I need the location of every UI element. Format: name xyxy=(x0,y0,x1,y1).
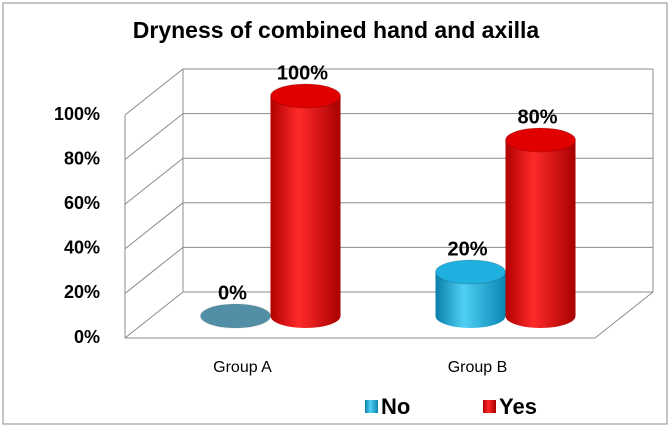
y-tick-label: 20% xyxy=(64,282,100,302)
grid-line xyxy=(124,202,653,250)
legend-swatch xyxy=(365,400,378,413)
grid-line xyxy=(124,113,653,160)
y-tick-label: 80% xyxy=(64,148,100,168)
grid-line xyxy=(124,68,653,116)
x-tick-label: Group A xyxy=(213,359,272,376)
x-tick-label: Group B xyxy=(448,359,508,376)
floor-edge xyxy=(594,291,654,339)
data-label: 0% xyxy=(218,282,247,304)
bar-top xyxy=(270,83,341,109)
data-label: 100% xyxy=(277,62,328,84)
legend-swatch xyxy=(483,400,496,413)
y-tick-label: 100% xyxy=(54,104,100,124)
bar xyxy=(505,127,576,328)
bar xyxy=(200,303,271,329)
bar-top xyxy=(435,259,506,285)
bar-top xyxy=(505,127,576,153)
bar-top xyxy=(200,303,271,329)
bar xyxy=(270,83,341,328)
bar xyxy=(435,259,506,328)
grid-line xyxy=(124,157,653,205)
grid-line xyxy=(124,246,653,294)
chart-title: Dryness of combined hand and axilla xyxy=(133,17,540,43)
y-tick-label: 40% xyxy=(64,238,100,258)
bar-body xyxy=(435,272,506,328)
data-label: 20% xyxy=(447,238,487,260)
y-tick-label: 0% xyxy=(74,327,100,347)
legend-label: No xyxy=(381,394,410,419)
y-tick-label: 60% xyxy=(64,193,100,213)
bar-body xyxy=(270,96,341,328)
legend-label: Yes xyxy=(499,394,537,419)
data-label: 80% xyxy=(517,106,557,128)
bar-body xyxy=(505,140,576,328)
